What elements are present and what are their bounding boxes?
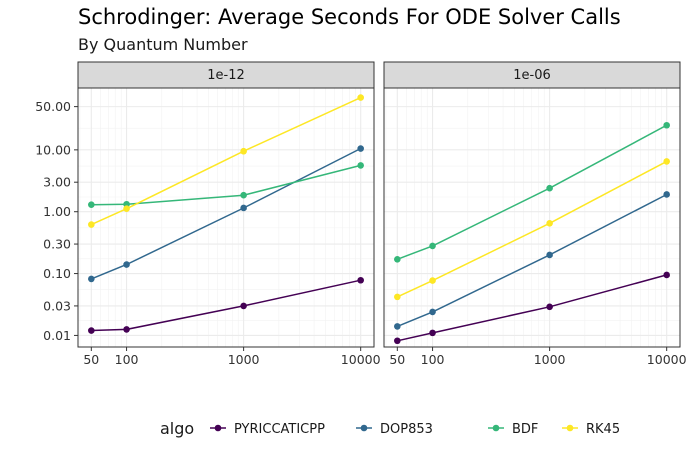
data-point-RK45 [663, 158, 670, 165]
y-tick-label: 0.30 [43, 237, 71, 252]
legend-title: algo [160, 419, 194, 438]
data-point-PYRICCATICPP [394, 337, 401, 345]
series-line-DOP853 [91, 147, 362, 280]
series-line-PYRICCATICPP [91, 279, 361, 332]
y-tick-label: 0.01 [43, 328, 71, 343]
x-tick-label: 100 [115, 352, 139, 367]
y-tick-label: 0.10 [43, 266, 71, 281]
facet-panels: 1e-12 50 100 1000 10000 1e-06 50 100 1000 10000 [77, 61, 687, 367]
legend-key-point-BDF [492, 424, 500, 432]
strip-label: 1e-12 [207, 68, 245, 83]
y-tick-label: 50.00 [35, 99, 71, 114]
facet-panel-1e-06: 1e-06 50 100 1000 10000 [383, 61, 687, 367]
y-tick-label: 1.00 [43, 204, 71, 219]
data-point-BDF [357, 162, 364, 169]
x-tick-label: 50 [389, 352, 405, 367]
y-tick-label: 3.00 [43, 175, 71, 190]
data-point-PYRICCATICPP [429, 329, 436, 337]
series-line-BDF [397, 124, 668, 261]
data-point-BDF [546, 184, 553, 192]
data-point-RK45 [357, 94, 364, 101]
data-point-PYRICCATICPP [123, 326, 130, 333]
data-point-BDF [429, 242, 436, 250]
y-tick-label: 0.03 [43, 298, 71, 313]
legend-key-point-DOP853 [360, 424, 368, 432]
data-point-DOP853 [240, 204, 247, 212]
data-point-PYRICCATICPP [88, 327, 95, 334]
data-point-BDF [663, 121, 670, 129]
x-tick-label: 100 [421, 352, 445, 367]
y-tick-label: 10.00 [35, 142, 71, 157]
panel-border [77, 87, 375, 348]
x-tick-label: 10000 [647, 352, 687, 367]
data-point-DOP853 [663, 191, 670, 198]
data-point-BDF [394, 256, 401, 263]
legend-label-DOP853: DOP853 [380, 422, 433, 437]
data-point-RK45 [429, 277, 436, 284]
strip-background [383, 61, 681, 89]
series-line-RK45 [396, 160, 668, 298]
data-point-PYRICCATICPP [357, 276, 364, 284]
x-tick-label: 10000 [341, 352, 381, 367]
strip-background [77, 61, 375, 89]
data-point-DOP853 [357, 145, 364, 152]
legend-key-point-PYRICCATICPP [214, 424, 222, 432]
chart-subtitle: By Quantum Number [78, 35, 248, 54]
data-point-PYRICCATICPP [240, 302, 247, 310]
x-tick-label: 1000 [534, 352, 566, 367]
data-point-RK45 [88, 221, 95, 228]
facet-panel-1e-12: 1e-12 50 100 1000 10000 [77, 61, 381, 367]
series-line-BDF [91, 164, 361, 206]
data-point-RK45 [240, 147, 247, 155]
data-point-DOP853 [429, 308, 436, 316]
y-axis: 0.01 0.03 0.10 0.30 1.00 3.00 10.00 50.00 [35, 99, 78, 343]
data-point-PYRICCATICPP [663, 271, 670, 279]
strip-label: 1e-06 [513, 68, 551, 83]
legend-label-PYRICCATICPP: PYRICCATICPP [234, 422, 325, 437]
panel-background [384, 88, 680, 347]
legend-key-point-RK45 [566, 424, 574, 432]
data-point-RK45 [123, 205, 130, 212]
x-tick-label: 1000 [228, 352, 260, 367]
legend-label-BDF: BDF [512, 422, 538, 437]
data-point-PYRICCATICPP [546, 303, 553, 311]
panel-border [383, 87, 681, 348]
series-line-RK45 [90, 96, 362, 226]
data-point-BDF [88, 201, 95, 208]
data-point-RK45 [546, 219, 553, 227]
data-point-DOP853 [394, 323, 401, 330]
series-line-DOP853 [397, 193, 668, 328]
data-point-RK45 [394, 293, 401, 301]
series-line-PYRICCATICPP [397, 274, 667, 342]
data-point-DOP853 [123, 261, 130, 268]
panel-background [78, 88, 374, 347]
legend-label-RK45: RK45 [586, 422, 620, 437]
chart-title: Schrodinger: Average Seconds For ODE Sol… [78, 5, 621, 29]
x-tick-label: 50 [83, 352, 99, 367]
data-point-DOP853 [88, 275, 95, 283]
data-point-DOP853 [546, 251, 553, 259]
data-point-BDF [240, 191, 247, 199]
legend: algo PYRICCATICPP DOP853 BDF RK45 [160, 419, 620, 438]
